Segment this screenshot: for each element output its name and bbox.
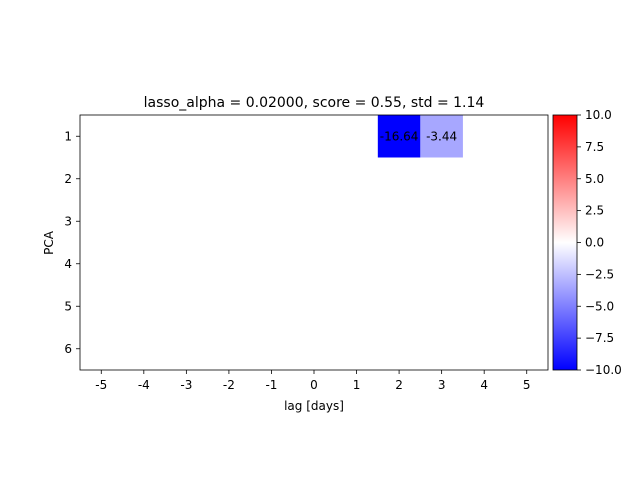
- x-tick-label: -1: [265, 378, 277, 392]
- y-tick-label: 4: [64, 257, 72, 271]
- x-tick-label: -2: [223, 378, 235, 392]
- colorbar-tick-label: −10.0: [585, 363, 622, 377]
- x-tick-label: 4: [480, 378, 488, 392]
- y-tick-label: 3: [64, 214, 72, 228]
- plot-background: [80, 115, 548, 370]
- colorbar-ticks: 10.0 7.5 5.0 2.5 0.0 −2.5 −5.0 −7.5 −10.0: [577, 108, 622, 377]
- y-axis-ticks: 1 2 3 4 5 6: [64, 129, 80, 356]
- y-tick-label: 2: [64, 172, 72, 186]
- x-tick-label: 1: [353, 378, 361, 392]
- colorbar-tick-label: −5.0: [585, 299, 614, 313]
- colorbar-tick-label: −2.5: [585, 267, 614, 281]
- colorbar: 10.0 7.5 5.0 2.5 0.0 −2.5 −5.0 −7.5 −10.0: [552, 108, 622, 377]
- colorbar-tick-label: 10.0: [585, 108, 612, 122]
- heatmap-cell: [377, 115, 421, 158]
- heatmap-cell: [420, 115, 463, 158]
- x-tick-label: -5: [95, 378, 107, 392]
- colorbar-tick-label: 2.5: [585, 204, 604, 218]
- colorbar-tick-label: 7.5: [585, 140, 604, 154]
- colorbar-tick-label: 0.0: [585, 236, 604, 250]
- x-tick-label: -4: [138, 378, 150, 392]
- heatmap-cell-labels: -16.64 -3.44: [380, 129, 457, 143]
- colorbar-tick-label: 5.0: [585, 172, 604, 186]
- plot-area: -16.64 -3.44 -5 -4 -3 -2 -1 0 1 2 3 4 5 1 2 3 4 5 6: [64, 114, 549, 392]
- x-tick-label: 5: [523, 378, 531, 392]
- x-tick-label: -3: [180, 378, 192, 392]
- x-axis-ticks: -5 -4 -3 -2 -1 0 1 2 3 4 5: [95, 370, 531, 392]
- x-tick-label: 0: [310, 378, 318, 392]
- cell-value-label: -3.44: [426, 129, 457, 143]
- x-tick-label: 2: [395, 378, 403, 392]
- heatmap-cells: [377, 115, 463, 158]
- y-axis-label: PCA: [42, 230, 56, 255]
- y-tick-label: 6: [64, 342, 72, 356]
- cell-value-label: -16.64: [380, 129, 419, 143]
- colorbar-gradient: [552, 114, 578, 371]
- x-axis-label: lag [days]: [284, 399, 344, 413]
- y-tick-label: 5: [64, 299, 72, 313]
- colorbar-tick-label: −7.5: [585, 331, 614, 345]
- chart-title: lasso_alpha = 0.02000, score = 0.55, std…: [144, 95, 485, 111]
- x-tick-label: 3: [438, 378, 446, 392]
- y-tick-label: 1: [64, 129, 72, 143]
